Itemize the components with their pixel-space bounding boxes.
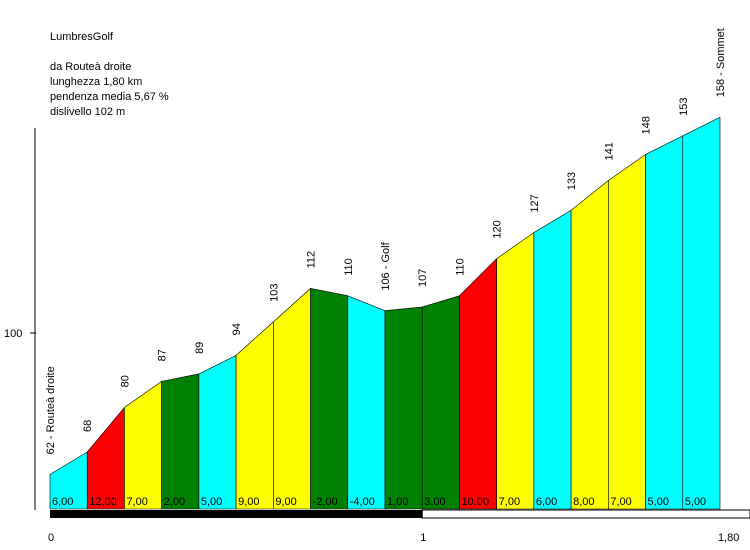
elevation-label-15: 141 <box>603 142 615 160</box>
gradient-label-12: 7,00 <box>499 496 520 508</box>
elevation-label-2: 80 <box>119 375 131 387</box>
elevation-label-6: 103 <box>268 283 280 301</box>
info-elevation-gain: dislivello 102 m <box>50 106 126 118</box>
segment-16 <box>645 135 684 510</box>
elevation-label-16: 148 <box>641 116 653 134</box>
segment-4 <box>198 354 237 510</box>
profile-title: LumbresGolf <box>50 31 113 43</box>
gradient-label-10: 3,00 <box>424 496 445 508</box>
gradient-label-17: 5,00 <box>685 496 706 508</box>
segment-9 <box>384 306 423 510</box>
elevation-label-8: 110 <box>343 258 355 276</box>
segment-15 <box>608 153 646 510</box>
segment-13 <box>533 209 572 510</box>
elevation-label-18: 158 - Sommet <box>715 28 727 97</box>
elevation-label-9: 106 - Golf <box>380 241 392 290</box>
x-tick-label-1: 1 <box>420 532 426 544</box>
gradient-label-8: -4,00 <box>350 496 375 508</box>
elevation-label-4: 89 <box>194 342 206 354</box>
distance-bar-km-2 <box>421 509 750 519</box>
elevation-label-17: 153 <box>678 97 690 115</box>
segment-7 <box>310 287 349 510</box>
segment-12 <box>496 231 535 510</box>
elevation-label-5: 94 <box>231 323 243 335</box>
segment-10 <box>421 295 460 510</box>
distance-bar-km-1 <box>50 510 423 518</box>
y-tick-label-0: 100 <box>4 328 22 340</box>
gradient-label-9: 1,00 <box>387 496 408 508</box>
x-tick-label-2: 1,80 <box>718 532 739 544</box>
elevation-label-11: 110 <box>454 258 466 276</box>
info-start: da Routeà droite <box>50 61 132 73</box>
gradient-label-16: 5,00 <box>648 496 669 508</box>
info-length: lunghezza 1,80 km <box>50 76 143 88</box>
elevation-label-14: 133 <box>566 172 578 190</box>
elevation-label-12: 120 <box>492 220 504 238</box>
gradient-label-6: 9,00 <box>275 496 296 508</box>
info-gradient: pendenza media 5,67 % <box>50 91 169 103</box>
gradient-label-15: 7,00 <box>610 496 631 508</box>
gradient-label-13: 6,00 <box>536 496 557 508</box>
gradient-label-0: 6,00 <box>52 496 73 508</box>
gradient-label-2: 7,00 <box>126 496 147 508</box>
elevation-label-7: 112 <box>306 251 318 269</box>
segment-8 <box>347 295 386 510</box>
gradient-label-4: 5,00 <box>201 496 222 508</box>
segment-14 <box>570 179 609 510</box>
elevation-label-13: 127 <box>529 194 541 212</box>
segment-3 <box>161 373 200 510</box>
gradient-label-3: 2,00 <box>164 496 185 508</box>
elevation-label-1: 68 <box>82 420 94 432</box>
gradient-label-5: 9,00 <box>238 496 259 508</box>
segment-11 <box>459 257 497 510</box>
segment-6 <box>273 287 311 510</box>
gradient-label-7: -2,00 <box>313 496 338 508</box>
x-tick-label-0: 0 <box>48 532 54 544</box>
elevation-label-3: 87 <box>157 349 169 361</box>
segment-17 <box>682 116 721 510</box>
elevation-label-0: 62 - Routeà droite <box>45 366 57 454</box>
elevation-label-10: 107 <box>417 269 429 287</box>
gradient-label-14: 8,00 <box>573 496 594 508</box>
gradient-label-1: 12,00 <box>89 496 117 508</box>
segment-2 <box>124 380 162 510</box>
gradient-label-11: 10,00 <box>461 496 489 508</box>
segment-5 <box>235 321 274 510</box>
